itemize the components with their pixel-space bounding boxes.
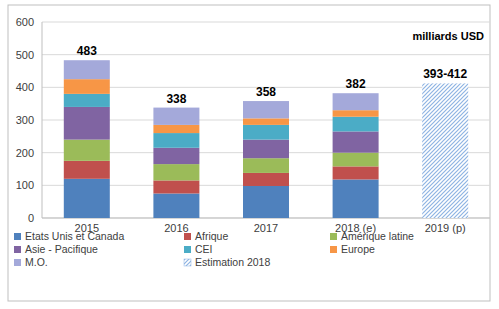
bar-segment — [333, 93, 379, 110]
bar-segment — [64, 179, 110, 218]
x-tick-label: 2017 — [254, 222, 278, 234]
y-axis — [42, 22, 43, 218]
bar-segment — [153, 194, 199, 219]
legend-swatch — [184, 233, 191, 240]
bar-segment — [243, 125, 289, 140]
y-tick-label: 200 — [16, 147, 34, 159]
total-label: 393-412 — [423, 67, 467, 81]
legend-label: Amérique latine — [341, 230, 414, 242]
bar-segment — [64, 107, 110, 140]
bar-segment — [333, 153, 379, 167]
bar-segment — [333, 110, 379, 117]
legend-label: M.O. — [25, 256, 48, 268]
y-tick-label: 100 — [16, 179, 34, 191]
bar-segment — [153, 148, 199, 164]
grid-line — [42, 54, 490, 55]
bars — [64, 60, 468, 218]
bar-segment — [153, 133, 199, 148]
bar-segment — [153, 164, 199, 180]
legend-item: Asie - Pacifique — [14, 243, 98, 255]
legend-swatch — [14, 246, 21, 253]
y-tick-label: 600 — [16, 16, 34, 28]
total-label: 358 — [256, 85, 276, 99]
unit-label: milliards USD — [412, 30, 484, 42]
chart: 01002003004005006002015201620172018 (e)2… — [0, 0, 499, 309]
legend-label: Asie - Pacifique — [25, 243, 98, 255]
bar-segment — [243, 101, 289, 118]
bar-segment — [333, 117, 379, 132]
y-tick-label: 0 — [28, 212, 34, 224]
legend-item: Europe — [330, 243, 375, 255]
legend-item: Amérique latine — [330, 230, 414, 242]
legend-label: Estimation 2018 — [195, 256, 270, 268]
bar-segment — [153, 180, 199, 193]
bar-segment — [153, 108, 199, 125]
legend-swatch — [14, 259, 21, 266]
bar-segment — [243, 158, 289, 173]
legend-label: Europe — [341, 243, 375, 255]
total-label: 382 — [346, 77, 366, 91]
bar-segment — [422, 83, 468, 218]
x-tick-label: 2019 (p) — [425, 222, 466, 234]
chart-frame — [8, 5, 490, 301]
bar-segment — [243, 186, 289, 218]
y-tick-label: 300 — [16, 114, 34, 126]
legend-swatch — [184, 246, 191, 253]
legend-item: M.O. — [14, 256, 48, 268]
legend-label: Afrique — [195, 230, 228, 242]
legend-item: Etats Unis et Canada — [14, 230, 124, 242]
legend-swatch — [14, 233, 21, 240]
bar-segment — [64, 94, 110, 107]
grid-line — [42, 22, 490, 23]
bar-segment — [333, 131, 379, 152]
bar-segment — [64, 161, 110, 179]
bar-segment — [64, 79, 110, 94]
bar-segment — [153, 125, 199, 133]
bar-segment — [333, 166, 379, 179]
bar-segment — [64, 60, 110, 79]
legend-item: Estimation 2018 — [184, 256, 270, 268]
y-tick-label: 500 — [16, 49, 34, 61]
bar-segment — [243, 173, 289, 186]
legend-item: Afrique — [184, 230, 228, 242]
y-tick-label: 400 — [16, 81, 34, 93]
total-label: 338 — [166, 92, 186, 106]
x-tick-label: 2016 — [164, 222, 188, 234]
legend-label: Etats Unis et Canada — [25, 230, 124, 242]
bar-segment — [243, 140, 289, 159]
bar-segment — [243, 118, 289, 125]
legend-swatch — [330, 246, 337, 253]
bar-segment — [64, 140, 110, 161]
bar-segment — [333, 179, 379, 218]
legend-swatch — [184, 259, 191, 266]
legend-swatch — [330, 233, 337, 240]
legend-label: CEI — [195, 243, 213, 255]
total-label: 483 — [77, 44, 97, 58]
legend-item: CEI — [184, 243, 213, 255]
